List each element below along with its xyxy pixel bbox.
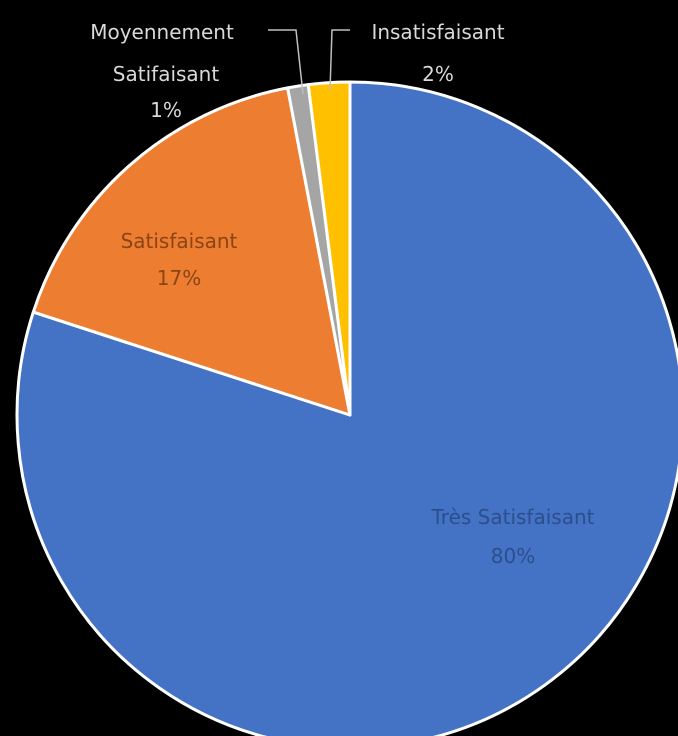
leader-line-moyennement xyxy=(268,30,303,94)
label-satisfaisant: Satisfaisant xyxy=(121,229,238,253)
value-moyennement: 1% xyxy=(150,98,182,122)
label-insatisfaisant: Insatisfaisant xyxy=(371,20,504,44)
value-satisfaisant: 17% xyxy=(157,266,201,290)
value-insatisfaisant: 2% xyxy=(422,62,454,86)
pie-slices xyxy=(17,82,678,736)
label-moyennement-line1: Moyennement xyxy=(90,20,234,44)
label-moyennement-line2: Satifaisant xyxy=(113,62,220,86)
label-tres-satisfaisant: Très Satisfaisant xyxy=(431,505,595,529)
value-tres-satisfaisant: 80% xyxy=(491,544,535,568)
